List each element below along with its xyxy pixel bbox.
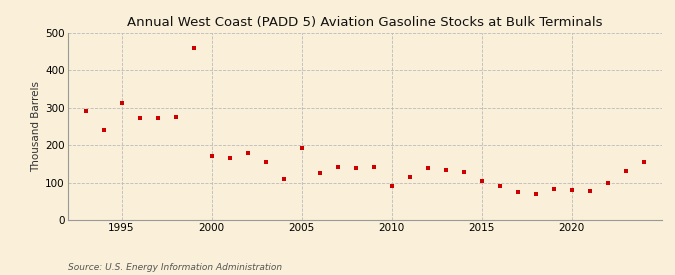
Point [350, 166, 361, 170]
Point [494, 184, 505, 189]
Point [530, 192, 541, 196]
Point [206, 154, 217, 159]
Point [116, 101, 127, 105]
Point [98, 128, 109, 133]
Point [548, 187, 559, 191]
Point [224, 156, 235, 161]
Point [242, 150, 253, 155]
Point [440, 167, 451, 172]
Point [278, 177, 289, 182]
Point [134, 116, 145, 120]
Point [584, 189, 595, 193]
Point [188, 45, 199, 50]
Point [368, 164, 379, 169]
Point [620, 169, 631, 174]
Point [170, 115, 181, 119]
Point [386, 184, 397, 189]
Point [296, 146, 307, 150]
Point [458, 170, 469, 174]
Point [476, 179, 487, 184]
Point [602, 180, 613, 185]
Y-axis label: Thousand Barrels: Thousand Barrels [31, 81, 41, 172]
Point [638, 160, 649, 164]
Title: Annual West Coast (PADD 5) Aviation Gasoline Stocks at Bulk Terminals: Annual West Coast (PADD 5) Aviation Gaso… [127, 16, 602, 29]
Point [332, 164, 343, 169]
Point [80, 109, 91, 113]
Point [152, 116, 163, 120]
Point [422, 166, 433, 170]
Point [260, 160, 271, 164]
Point [404, 175, 415, 179]
Point [512, 190, 523, 194]
Text: Source: U.S. Energy Information Administration: Source: U.S. Energy Information Administ… [68, 263, 281, 272]
Point [314, 171, 325, 175]
Point [566, 188, 577, 192]
